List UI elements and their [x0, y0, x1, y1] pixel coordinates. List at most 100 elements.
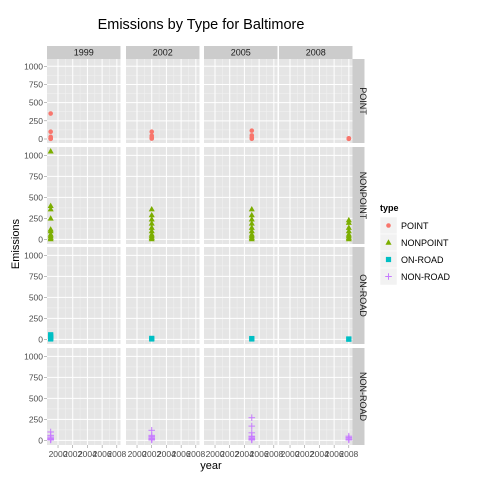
data-point-nonpoint	[148, 220, 155, 226]
facet-strip-row	[349, 59, 365, 143]
data-point-point	[48, 136, 53, 142]
data-point-point	[249, 128, 255, 133]
data-point-nonpoint	[248, 227, 255, 234]
y-tick-label: 0	[38, 234, 43, 244]
legend-key-point	[386, 223, 391, 228]
facet-strip-column	[204, 46, 278, 59]
facet-strip-column	[126, 46, 200, 59]
y-tick-label: 1000	[24, 351, 43, 361]
data-point-non-road	[248, 414, 256, 422]
y-tick-label: 250	[29, 414, 43, 424]
facet-strip-label: 2005	[231, 48, 251, 58]
x-tick-label: 2008	[186, 449, 205, 459]
y-tick-label: 250	[29, 116, 43, 126]
data-point-nonpoint	[148, 205, 155, 212]
data-point-on-road	[149, 336, 155, 342]
panel-background	[47, 247, 121, 344]
y-tick-label: 1000	[24, 250, 43, 260]
panel-background	[204, 348, 278, 445]
panel-background	[279, 147, 353, 244]
data-point-nonpoint	[345, 219, 352, 225]
data-point-non-road	[148, 436, 156, 444]
data-point-non-road	[345, 436, 353, 444]
x-tick-label: 2008	[264, 449, 283, 459]
data-point-point	[149, 136, 155, 141]
x-tick-label: 2002	[63, 449, 82, 459]
legend-label: ON-ROAD	[401, 255, 444, 265]
data-point-nonpoint	[47, 215, 54, 221]
y-axis-title: Emissions	[10, 218, 22, 269]
facet-strip-row	[349, 147, 365, 244]
panel-background	[47, 348, 121, 445]
panel-background	[204, 147, 278, 244]
panel-background	[47, 147, 121, 244]
panel-background	[126, 247, 200, 344]
data-point-nonpoint	[47, 227, 54, 234]
data-point-point	[249, 136, 255, 142]
data-point-on-road	[48, 336, 54, 342]
y-tick-label: 500	[29, 393, 43, 403]
y-tick-label: 750	[29, 372, 43, 382]
x-tick-label: 2004	[78, 449, 97, 459]
legend-key-non-road	[385, 273, 392, 280]
data-point-on-road	[346, 336, 352, 342]
y-tick-label: 750	[29, 171, 43, 181]
data-points	[47, 111, 353, 444]
y-tick-label: 750	[29, 271, 43, 281]
y-tick-label: 500	[29, 98, 43, 108]
facet-strip-column	[47, 46, 121, 59]
facet-strip-row	[349, 247, 365, 344]
y-tick-label: 0	[38, 435, 43, 445]
x-tick-label: 2008	[339, 449, 358, 459]
data-point-nonpoint	[148, 216, 155, 222]
data-point-nonpoint	[248, 216, 255, 222]
data-point-nonpoint	[47, 202, 54, 209]
y-tick-label: 500	[29, 192, 43, 202]
y-tick-label: 1000	[24, 150, 43, 160]
x-tick-label: 2004	[235, 449, 254, 459]
panel-background	[126, 59, 200, 143]
x-tick-label: 2006	[172, 449, 191, 459]
panel-background	[126, 348, 200, 445]
y-tick-label: 250	[29, 213, 43, 223]
data-point-nonpoint	[345, 224, 352, 230]
legend-key-on-road	[385, 256, 392, 263]
data-point-nonpoint	[47, 147, 54, 154]
data-point-nonpoint	[345, 227, 352, 234]
x-tick-label: 2000	[49, 449, 68, 459]
chart-title: Emissions by Type for Baltimore	[98, 17, 305, 33]
data-point-nonpoint	[248, 211, 255, 218]
data-point-nonpoint	[47, 235, 54, 242]
x-tick-label: 2000	[281, 449, 300, 459]
x-tick-label: 2002	[295, 449, 314, 459]
facet-strip-label: POINT	[358, 87, 368, 115]
data-point-nonpoint	[148, 235, 155, 242]
legend-label: NONPOINT	[401, 238, 449, 248]
legend: type POINT NONPOINT ON-ROAD NON-ROAD	[379, 203, 450, 286]
data-point-point	[48, 111, 53, 116]
facet-strip-label: NON-ROAD	[358, 372, 368, 421]
panel-background	[204, 59, 278, 143]
facet-strip-label: 1999	[74, 48, 94, 58]
facet-strip-label: ON-ROAD	[358, 274, 368, 317]
data-point-point	[346, 136, 352, 142]
x-tick-label: 2004	[157, 449, 176, 459]
x-tick-label: 2000	[128, 449, 147, 459]
panel-background	[126, 147, 200, 244]
y-tick-label: 250	[29, 313, 43, 323]
panel-background	[47, 59, 121, 143]
data-point-nonpoint	[248, 224, 255, 230]
y-tick-label: 500	[29, 292, 43, 302]
legend-label: NON-ROAD	[401, 272, 450, 282]
data-point-nonpoint	[345, 235, 352, 242]
data-point-on-road	[249, 336, 255, 342]
facet-strip-row	[349, 348, 365, 445]
y-tick-label: 1000	[24, 61, 43, 71]
data-point-nonpoint	[248, 205, 255, 212]
legend-title: type	[380, 203, 399, 213]
y-tick-label: 0	[38, 334, 43, 344]
y-tick-label: 750	[29, 79, 43, 89]
data-point-non-road	[248, 422, 256, 430]
data-point-nonpoint	[248, 220, 255, 226]
data-point-point	[48, 129, 53, 135]
